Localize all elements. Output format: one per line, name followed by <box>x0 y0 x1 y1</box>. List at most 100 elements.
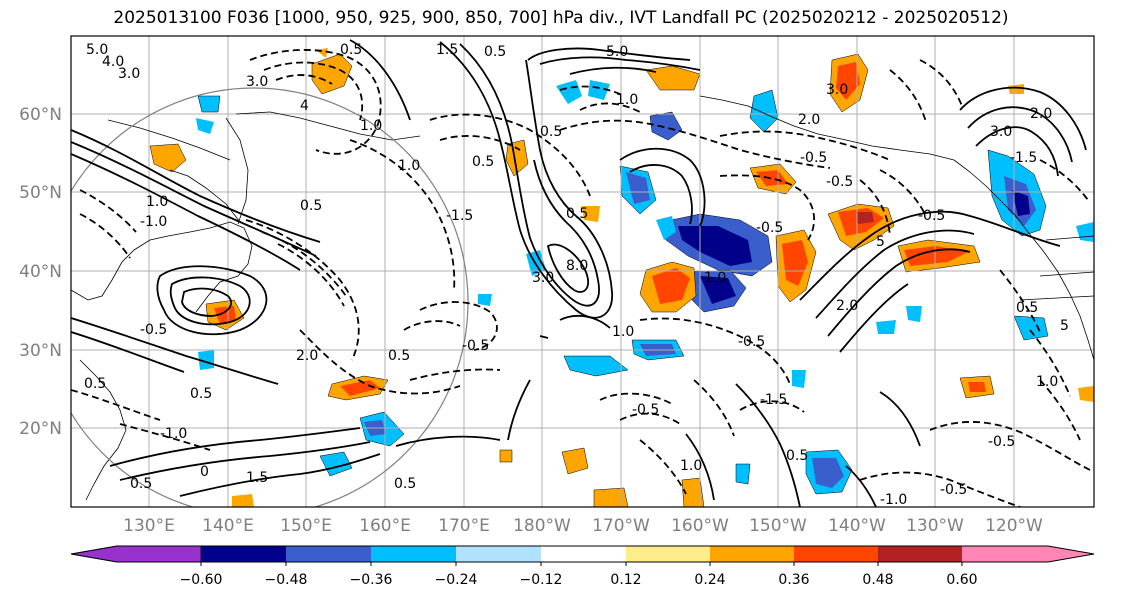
negative-patch <box>678 226 752 266</box>
contour-label: -0.5 <box>800 150 827 166</box>
colorbar-tick-label: −0.12 <box>520 572 563 588</box>
contour-label: 3.0 <box>826 82 848 98</box>
contour-label: -1.5 <box>446 208 473 224</box>
colorbar-outline <box>70 545 1095 563</box>
region-circle <box>71 87 469 507</box>
positive-patch <box>505 139 529 177</box>
colorbar-segment <box>456 546 541 562</box>
contour-label: 5.0 <box>86 42 108 58</box>
negative-patch <box>876 320 896 334</box>
negative-patch <box>197 95 221 113</box>
contour-label: 0 <box>200 464 209 480</box>
positive-patch <box>582 206 600 222</box>
negative-patch <box>656 216 676 240</box>
contour-label: 1.0 <box>1036 374 1058 390</box>
contour-label: -0.5 <box>462 338 489 354</box>
contour-label: 0.5 <box>300 198 322 214</box>
negative-patch <box>556 80 582 104</box>
negative-patch <box>649 111 683 141</box>
negative-patch <box>1012 190 1030 216</box>
colorbar-tick-label: 0.24 <box>694 572 725 588</box>
negative-patch <box>906 306 922 322</box>
contour-label: 1.0 <box>360 118 382 134</box>
dashed-contours <box>71 49 1091 507</box>
negative-patch <box>198 350 214 370</box>
lat-label: 20°N <box>19 419 62 439</box>
contour-label: 2.0 <box>798 112 820 128</box>
colorbar-segment <box>626 546 710 562</box>
contour-label: -1.0 <box>880 492 907 508</box>
lat-label: 50°N <box>19 183 62 203</box>
colorbar-tick-label: 0.36 <box>778 572 809 588</box>
lon-label: 150°E <box>280 516 332 536</box>
solid-contours <box>71 39 1087 507</box>
contour-label: -1.5 <box>1010 150 1037 166</box>
contour-label: 4 <box>300 98 309 114</box>
contour-label: 0.5 <box>540 124 562 140</box>
colorbar-segment <box>201 546 286 562</box>
positive-patch <box>645 65 701 91</box>
colorbar-tick-label: 0.60 <box>946 572 977 588</box>
contour-label: 0.5 <box>340 42 362 58</box>
contour-label: 1.0 <box>612 324 634 340</box>
coastlines <box>71 95 1094 501</box>
contour-label: -0.5 <box>918 208 945 224</box>
contour-label: 0.5 <box>388 348 410 364</box>
contour-label: -0.5 <box>140 322 167 338</box>
contour-label: 0.5 <box>484 44 506 60</box>
positive-patch <box>652 268 690 304</box>
contour-label: 1.5 <box>246 470 268 486</box>
colorbar-segment <box>371 546 456 562</box>
positive-patch <box>1008 84 1024 94</box>
map-frame <box>70 35 1095 508</box>
contour-label: -0.5 <box>756 220 783 236</box>
contour-label: -0.5 <box>738 334 765 350</box>
contour-label: -1.5 <box>760 392 787 408</box>
contour-label: 1.5 <box>436 42 458 58</box>
lon-label: 130°E <box>123 516 175 536</box>
negative-patch <box>792 370 806 388</box>
lat-label: 60°N <box>19 105 62 125</box>
longitude-labels: 130°E 140°E 150°E 160°E 170°E 180°W 170°… <box>123 516 1043 536</box>
contour-label: -0.5 <box>988 434 1015 450</box>
lon-label: 140°W <box>828 516 886 536</box>
contour-label: 2.0 <box>296 348 318 364</box>
contour-label: -0.5 <box>940 482 967 498</box>
negative-patch <box>588 80 610 100</box>
colorbar-segment <box>710 546 794 562</box>
colorbar: −0.60 −0.48 −0.36 −0.24 −0.12 0.12 0.24 … <box>70 545 1095 588</box>
contour-label: 3.0 <box>532 270 554 286</box>
positive-patch <box>836 62 860 100</box>
positive-patch <box>904 246 968 266</box>
contour-label: 2.0 <box>836 298 858 314</box>
contour-label: 1.0 <box>146 194 168 210</box>
contour-label: -0.5 <box>632 402 659 418</box>
negative-patch <box>626 172 650 204</box>
lat-label: 30°N <box>19 341 62 361</box>
colorbar-tick-label: 0.12 <box>610 572 641 588</box>
latitude-labels: 60°N 50°N 40°N 30°N 20°N <box>19 105 62 439</box>
negative-patch <box>196 118 214 134</box>
contour-label: 5 <box>1060 318 1069 334</box>
negative-patch <box>563 355 629 377</box>
lon-label: 160°W <box>671 516 729 536</box>
contour-label: 0.5 <box>1016 300 1038 316</box>
contour-label: 0.5 <box>566 206 588 222</box>
colorbar-tick-label: −0.24 <box>435 572 478 588</box>
positive-patch <box>782 240 808 286</box>
colorbar-tick-label: −0.48 <box>265 572 308 588</box>
negative-patch <box>812 458 844 488</box>
contour-label: 0.5 <box>130 476 152 492</box>
contour-labels: 5.0 4.0 3.0 0.5 3.0 4 1.0 1.5 1.0 0.5 1.… <box>84 42 1069 508</box>
contour-label: 0.5 <box>472 154 494 170</box>
contour-label: 3.0 <box>118 66 140 82</box>
contour-label: -0.5 <box>826 174 853 190</box>
positive-patch <box>561 447 589 475</box>
positive-patch <box>232 494 254 507</box>
negative-patch <box>1013 315 1049 341</box>
contour-label: -1.0 <box>160 426 187 442</box>
positive-patch <box>756 170 788 186</box>
colorbar-segment <box>541 546 626 562</box>
contour-label: -1.0 <box>140 214 167 230</box>
